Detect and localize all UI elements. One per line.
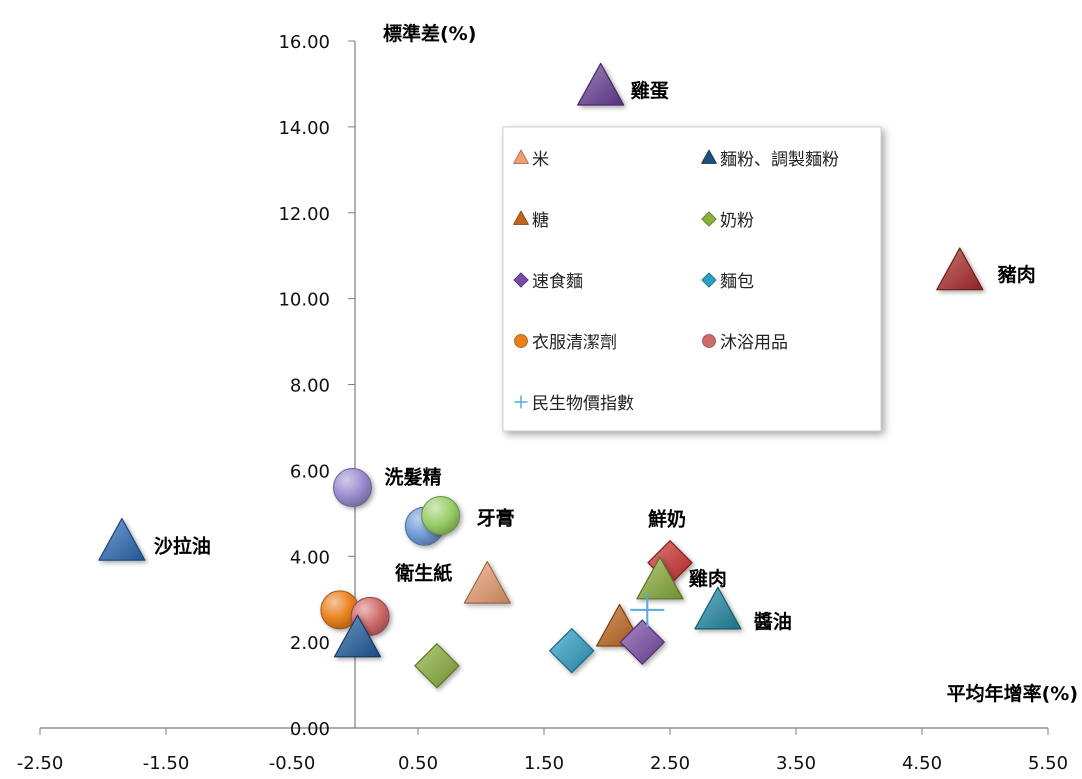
data-point [694, 586, 742, 630]
x-tick-label: 5.50 [1028, 753, 1068, 774]
legend-label: 麵包 [720, 272, 754, 292]
y-axis-title: 標準差(%) [383, 22, 476, 45]
data-point [636, 556, 684, 600]
x-tick-label: 4.50 [902, 753, 942, 774]
data-point [936, 247, 984, 291]
point-label: 醬油 [754, 610, 792, 633]
y-tick-label: 10.00 [278, 290, 330, 311]
x-tick-label: -0.50 [269, 753, 316, 774]
legend-label: 沐浴用品 [720, 333, 788, 353]
x-tick-label: -1.50 [143, 753, 190, 774]
legend-label: 奶粉 [720, 211, 754, 231]
point-label: 沙拉油 [154, 534, 211, 557]
data-point [421, 495, 461, 535]
legend-label: 民生物價指數 [532, 394, 634, 414]
legend-marker [514, 395, 528, 409]
y-tick-label: 8.00 [290, 376, 330, 397]
data-point [548, 627, 595, 674]
point-label: 雞肉 [688, 567, 727, 590]
data-point [332, 468, 372, 508]
y-tick-label: 6.00 [290, 461, 330, 482]
legend-marker [701, 272, 717, 288]
legend-marker [513, 210, 529, 225]
y-tick-label: 12.00 [278, 204, 330, 225]
axes: -2.50 -1.50 -0.50 0.50 1.50 2.50 3.50 4.50 5.50 0… [17, 22, 1078, 774]
point-label: 衛生紙 [394, 561, 452, 584]
data-points [98, 62, 984, 689]
data-point [98, 517, 146, 561]
legend-label: 衣服清潔劑 [532, 333, 617, 353]
y-tick-label: 16.00 [278, 32, 330, 53]
legend-marker [701, 211, 717, 227]
x-tick-label: 0.50 [398, 753, 438, 774]
data-point [333, 614, 382, 658]
legend-label: 麵粉、調製麵粉 [720, 150, 839, 170]
x-axis-title: 平均年增率(%) [947, 682, 1078, 705]
data-point [619, 619, 666, 665]
data-point [630, 592, 665, 627]
point-label: 牙膏 [477, 506, 515, 529]
point-label: 洗髮精 [384, 466, 441, 489]
data-point [577, 62, 625, 106]
data-point [463, 560, 511, 604]
point-label: 雞蛋 [630, 79, 669, 102]
x-tick-label: 2.50 [650, 753, 690, 774]
legend-label: 米 [532, 150, 549, 170]
x-tick-label: 3.50 [776, 753, 816, 774]
legend-marker [701, 149, 717, 164]
x-tick-label: 1.50 [524, 753, 564, 774]
legend-label: 糖 [532, 211, 549, 231]
legend-label: 速食麵 [532, 272, 583, 292]
legend-marker [513, 272, 529, 288]
x-tick-label: -2.50 [17, 753, 64, 774]
point-label: 鮮奶 [648, 508, 686, 531]
y-tick-label: 0.00 [290, 719, 330, 740]
point-label: 豬肉 [997, 263, 1036, 286]
y-tick-label: 14.00 [278, 118, 330, 139]
legend-marker [514, 334, 528, 348]
y-tick-label: 2.00 [290, 633, 330, 654]
y-tick-label: 4.00 [290, 547, 330, 568]
legend-box [502, 126, 882, 432]
legend-marker [702, 334, 716, 348]
legend-marker [513, 149, 529, 164]
data-point [414, 642, 460, 689]
